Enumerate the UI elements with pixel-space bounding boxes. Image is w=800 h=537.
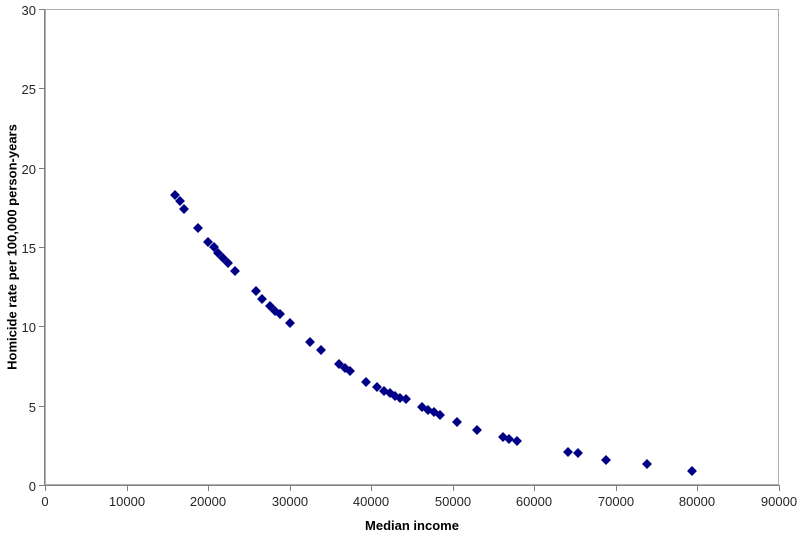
x-tick-mark: [127, 486, 128, 491]
y-axis-title: Homicide rate per 100,000 person-years: [4, 124, 20, 370]
x-axis-line: [44, 485, 780, 486]
y-tick-mark: [39, 168, 44, 169]
x-tick-mark: [371, 486, 372, 491]
x-tick-label: 20000: [189, 494, 227, 509]
y-tick-label: 20: [21, 162, 36, 177]
x-tick-label: 10000: [108, 494, 146, 509]
x-tick-label: 30000: [271, 494, 309, 509]
x-tick-mark: [616, 486, 617, 491]
x-tick-label: 70000: [597, 494, 635, 509]
x-tick-mark: [697, 486, 698, 491]
x-tick-mark: [534, 486, 535, 491]
y-tick-mark: [39, 485, 44, 486]
y-tick-label: 25: [21, 82, 36, 97]
y-tick-mark: [39, 326, 44, 327]
x-tick-mark: [290, 486, 291, 491]
x-tick-mark: [453, 486, 454, 491]
y-tick-mark: [39, 406, 44, 407]
y-tick-mark: [39, 247, 44, 248]
x-tick-label: 40000: [352, 494, 390, 509]
x-tick-mark: [779, 486, 780, 491]
x-tick-label: 90000: [760, 494, 798, 509]
y-tick-label: 5: [28, 400, 36, 415]
plot-area: [45, 9, 779, 485]
y-tick-label: 0: [28, 479, 36, 494]
x-tick-label: 80000: [678, 494, 716, 509]
x-tick-label: 0: [41, 494, 49, 509]
x-tick-label: 50000: [434, 494, 472, 509]
y-tick-label: 30: [21, 3, 36, 18]
y-tick-mark: [39, 9, 44, 10]
y-tick-mark: [39, 88, 44, 89]
y-axis-line: [44, 9, 45, 486]
x-axis-title: Median income: [365, 518, 459, 533]
y-tick-label: 15: [21, 241, 36, 256]
x-tick-label: 60000: [515, 494, 553, 509]
x-tick-mark: [45, 486, 46, 491]
y-tick-label: 10: [21, 320, 36, 335]
x-tick-mark: [208, 486, 209, 491]
